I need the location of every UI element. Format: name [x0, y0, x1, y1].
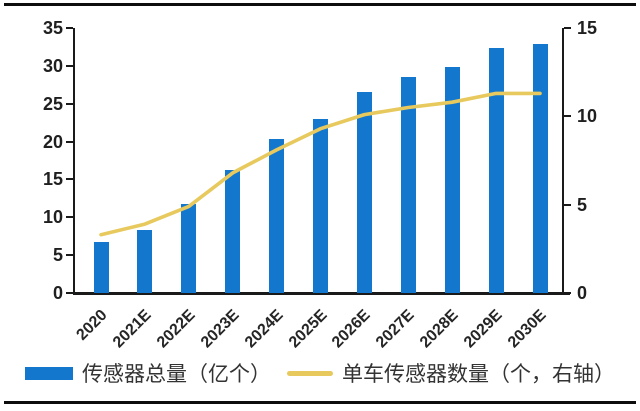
bar-2020 [93, 241, 109, 293]
bar-2021E [137, 230, 153, 293]
legend-item-line-series: 单车传感器数量（个，右轴） [287, 358, 615, 388]
y-axis-tick-label-left: 35 [42, 18, 63, 38]
y-axis-tick-label-left: 20 [42, 131, 63, 152]
y-axis-tick-label-left: 5 [52, 245, 63, 266]
bar-2022E [181, 203, 197, 293]
x-axis-label-2024E: 2024E [241, 306, 287, 352]
y-axis-tick-left [66, 178, 73, 181]
line-series-label: 单车传感器数量（个，右轴） [342, 363, 615, 386]
bar-2029E [488, 48, 504, 293]
bar-2026E [356, 91, 372, 293]
x-axis-label-2021E: 2021E [109, 306, 155, 352]
x-axis-label-2030E: 2030E [504, 306, 550, 352]
bar-2023E [225, 170, 241, 293]
y-axis-tick-label-right: 5 [577, 194, 588, 215]
x-axis-label-2026E: 2026E [329, 306, 375, 352]
bar-2027E [400, 77, 416, 293]
bar-2025E [313, 118, 328, 293]
x-axis-label-2020: 2020 [73, 306, 111, 344]
y-axis-tick-right [564, 115, 571, 118]
y-axis-tick-left [66, 216, 73, 219]
y-axis-tick-label-left: 10 [42, 207, 63, 228]
y-axis-line-left [73, 28, 75, 295]
x-axis-line [73, 292, 570, 295]
bottom-border-rule [4, 401, 636, 404]
y-axis-tick-left [66, 64, 73, 67]
y-axis-tick-left [66, 140, 73, 143]
bar-series-swatch [25, 366, 73, 380]
y-axis-tick-label-left: 30 [42, 55, 63, 76]
bar-2030E [532, 43, 548, 293]
y-axis-tick-label-left: 25 [42, 93, 63, 114]
x-axis-label-2028E: 2028E [417, 306, 462, 352]
chart-legend: 传感器总量（亿个） 单车传感器数量（个，右轴） [0, 355, 640, 391]
x-axis-label-2029E: 2029E [461, 306, 506, 352]
y-axis-tick-left [66, 292, 73, 294]
bar-series-label: 传感器总量（亿个） [82, 363, 271, 386]
y-axis-tick-label-left: 0 [52, 283, 63, 303]
y-axis-tick-left [66, 254, 73, 257]
y-axis-line-right [562, 28, 564, 295]
legend-item-bar-series: 传感器总量（亿个） [25, 358, 271, 388]
x-axis-label-2023E: 2023E [197, 306, 243, 352]
line-series-swatch [287, 370, 333, 376]
y-axis-tick-label-right: 0 [577, 283, 588, 303]
y-axis-tick-label-left: 15 [42, 169, 63, 190]
bar-2024E [269, 138, 285, 293]
y-axis-tick-right [564, 27, 571, 29]
y-axis-tick-left [66, 27, 73, 29]
y-axis-tick-label-right: 10 [577, 106, 598, 127]
bar-2028E [444, 67, 460, 293]
y-axis-tick-left [66, 102, 73, 105]
y-axis-tick-right [564, 203, 571, 206]
y-axis-tick-right [564, 292, 571, 294]
x-axis-label-2022E: 2022E [153, 306, 199, 352]
x-axis-label-2027E: 2027E [373, 306, 418, 352]
top-border-rule [4, 3, 636, 6]
x-axis-label-2025E: 2025E [285, 306, 331, 352]
y-axis-tick-label-right: 15 [577, 18, 598, 38]
